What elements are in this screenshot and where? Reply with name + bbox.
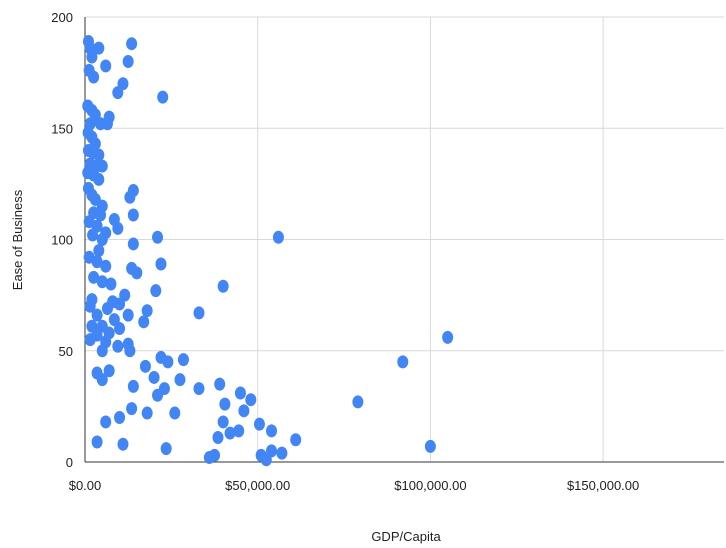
data-point — [193, 382, 205, 396]
data-point — [95, 208, 107, 222]
data-point — [139, 359, 151, 373]
data-point — [117, 437, 129, 451]
data-point — [219, 397, 231, 411]
data-point — [217, 415, 229, 429]
data-point — [162, 355, 174, 369]
data-point — [112, 221, 124, 235]
data-point — [217, 279, 229, 293]
data-point — [442, 330, 454, 344]
data-point — [157, 90, 169, 104]
data-point — [253, 417, 265, 431]
data-point — [112, 339, 124, 353]
y-tick-label: 200 — [51, 10, 73, 25]
data-point — [91, 255, 103, 269]
data-point — [203, 451, 215, 465]
x-tick-label: $150,000.00 — [567, 478, 639, 493]
y-tick-label: 150 — [51, 121, 73, 136]
data-point — [424, 439, 436, 453]
data-point — [126, 402, 138, 416]
data-point — [127, 208, 139, 222]
data-point — [96, 233, 108, 246]
data-point — [276, 446, 288, 460]
data-point — [131, 266, 143, 280]
data-point — [96, 275, 108, 289]
data-point — [84, 333, 96, 347]
data-point — [100, 259, 112, 273]
data-point — [212, 431, 224, 445]
data-point — [91, 308, 103, 322]
data-point — [112, 86, 124, 100]
data-point — [160, 442, 172, 456]
data-point — [169, 406, 181, 420]
y-axis-title: Ease of Business — [10, 189, 25, 290]
data-point — [103, 364, 115, 378]
data-point — [224, 426, 236, 440]
data-point — [101, 301, 113, 315]
data-point — [150, 284, 162, 298]
data-point — [122, 55, 134, 68]
data-point — [174, 373, 186, 387]
data-point — [127, 379, 139, 393]
data-point — [193, 306, 205, 320]
data-point — [86, 50, 98, 64]
data-point — [100, 415, 112, 429]
data-point — [124, 190, 136, 204]
data-point — [214, 377, 226, 391]
data-point — [100, 59, 112, 73]
x-tick-label: $0.00 — [69, 478, 102, 493]
data-point — [260, 453, 272, 467]
x-axis-title: GDP/Capita — [371, 529, 441, 544]
data-point — [290, 433, 302, 447]
data-point — [397, 355, 409, 369]
data-point — [152, 230, 164, 244]
data-point — [122, 308, 134, 322]
data-point — [114, 297, 126, 311]
data-point — [238, 404, 250, 418]
y-tick-label: 0 — [66, 455, 73, 470]
data-point — [234, 386, 246, 400]
data-point — [177, 353, 189, 367]
gridlines — [85, 16, 724, 462]
x-tick-labels: $0.00 $50,000.00 $100,000.00 $150,000.00 — [69, 478, 640, 493]
data-point — [152, 388, 164, 402]
data-point — [105, 277, 117, 291]
data-point — [266, 424, 278, 438]
data-point — [93, 172, 105, 186]
data-point — [84, 299, 96, 313]
data-point — [272, 230, 284, 244]
data-point — [141, 304, 153, 318]
y-tick-label: 50 — [59, 344, 73, 359]
data-point — [148, 370, 160, 384]
data-point — [114, 411, 126, 424]
data-point — [88, 270, 100, 284]
y-tick-labels: 0 50 100 150 200 — [51, 10, 73, 470]
data-point — [96, 344, 108, 358]
data-point — [138, 315, 150, 329]
data-point — [352, 395, 364, 409]
data-point — [101, 117, 113, 131]
data-point — [114, 322, 126, 335]
data-points — [82, 34, 454, 467]
data-point — [93, 244, 105, 258]
data-point — [126, 37, 138, 51]
data-point — [96, 373, 108, 387]
data-point — [127, 237, 139, 251]
data-point — [124, 344, 136, 358]
axes — [84, 17, 724, 463]
data-point — [233, 424, 245, 438]
data-point — [96, 159, 108, 173]
data-point — [93, 148, 105, 162]
data-point — [93, 41, 105, 55]
data-point — [141, 406, 153, 420]
data-point — [245, 393, 257, 407]
data-point — [87, 228, 99, 242]
data-point — [91, 435, 103, 449]
x-tick-label: $50,000.00 — [225, 478, 290, 493]
x-tick-label: $100,000.00 — [394, 478, 466, 493]
data-point — [155, 257, 167, 271]
data-point — [88, 70, 100, 84]
y-tick-label: 100 — [51, 233, 73, 248]
